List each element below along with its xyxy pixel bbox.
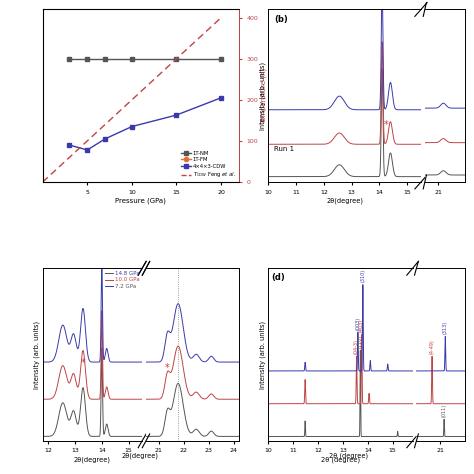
7.2 GPa — [115, 359, 121, 365]
Text: 2θ (degree): 2θ (degree) — [329, 452, 368, 459]
Text: (4-49): (4-49) — [429, 339, 435, 354]
10.0 GPa — [137, 396, 142, 402]
Y-axis label: Intensity (arb. units): Intensity (arb. units) — [259, 320, 265, 389]
Text: 2θ(degree): 2θ(degree) — [121, 452, 158, 459]
Text: (003): (003) — [356, 317, 360, 329]
Text: (011): (011) — [442, 403, 447, 417]
10.0 GPa — [86, 392, 91, 398]
10.0 GPa — [118, 396, 124, 402]
Legend: 14.8 GPa, 10.0 GPa, 7.2 GPa: 14.8 GPa, 10.0 GPa, 7.2 GPa — [105, 271, 139, 289]
7.2 GPa — [45, 359, 51, 365]
Line: 7.2 GPa: 7.2 GPa — [43, 265, 142, 362]
7.2 GPa — [86, 355, 91, 361]
7.2 GPa — [137, 359, 142, 365]
X-axis label: 2θ(degree): 2θ(degree) — [326, 198, 363, 204]
Text: (04-3): (04-3) — [354, 339, 359, 354]
Text: *: * — [384, 120, 389, 130]
X-axis label: Pressure (GPa): Pressure (GPa) — [115, 198, 166, 204]
14.8 GPa — [137, 434, 142, 439]
X-axis label: 2θ(degree): 2θ(degree) — [74, 456, 111, 463]
10.0 GPa — [88, 396, 94, 402]
Text: (313): (313) — [443, 321, 448, 334]
14.8 GPa — [45, 434, 51, 439]
Y-axis label: Intensity (arb. units): Intensity (arb. units) — [259, 62, 265, 130]
Line: 14.8 GPa: 14.8 GPa — [43, 348, 142, 437]
10.0 GPa — [99, 308, 105, 314]
Y-axis label: Intensity (arb. units): Intensity (arb. units) — [33, 320, 40, 389]
Text: Run 1: Run 1 — [274, 146, 294, 152]
Text: (310): (310) — [360, 269, 365, 282]
Text: (403): (403) — [359, 319, 364, 332]
14.8 GPa — [99, 345, 105, 351]
14.8 GPa — [86, 429, 91, 435]
Text: (110): (110) — [358, 335, 363, 347]
7.2 GPa — [137, 359, 142, 365]
10.0 GPa — [139, 396, 145, 402]
14.8 GPa — [40, 434, 46, 439]
14.8 GPa — [139, 434, 145, 439]
7.2 GPa — [139, 359, 145, 365]
7.2 GPa — [99, 262, 105, 268]
Text: (d): (d) — [271, 273, 285, 283]
10.0 GPa — [137, 396, 142, 402]
14.8 GPa — [137, 434, 142, 439]
Text: *: * — [81, 358, 85, 368]
Text: (b): (b) — [274, 15, 288, 24]
10.0 GPa — [115, 396, 121, 402]
Y-axis label: Temperature (K): Temperature (K) — [261, 68, 267, 124]
X-axis label: 2θ (degree): 2θ (degree) — [321, 456, 360, 463]
Text: *: * — [165, 363, 170, 373]
10.0 GPa — [45, 396, 51, 402]
7.2 GPa — [88, 359, 94, 365]
10.0 GPa — [40, 396, 46, 402]
Legend: 1T-NM, 1T-FM, 4×4×3-CDW, $T_{\rm CDW}$ Feng $et\ al.$: 1T-NM, 1T-FM, 4×4×3-CDW, $T_{\rm CDW}$ F… — [181, 151, 236, 179]
14.8 GPa — [118, 434, 124, 439]
7.2 GPa — [40, 359, 46, 365]
7.2 GPa — [118, 359, 124, 365]
Line: 10.0 GPa: 10.0 GPa — [43, 311, 142, 399]
14.8 GPa — [88, 433, 94, 439]
